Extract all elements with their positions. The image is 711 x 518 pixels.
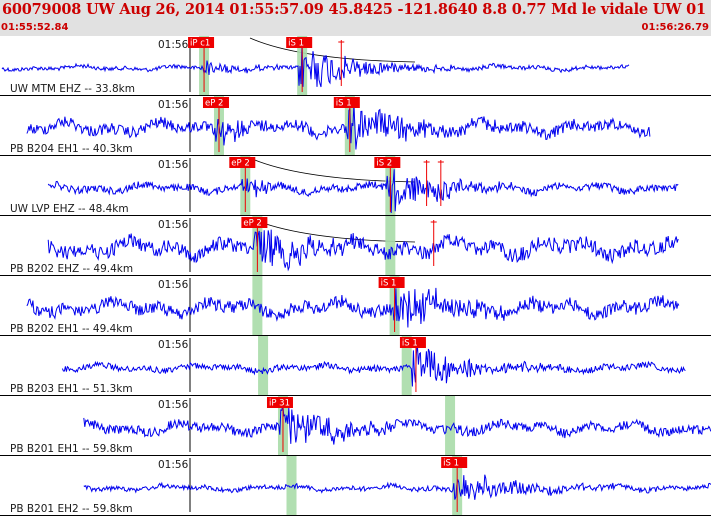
pick-window xyxy=(286,456,297,515)
phase-arc xyxy=(249,37,416,63)
pick-label: eP 2 xyxy=(205,99,223,109)
pick-flag[interactable] xyxy=(374,157,401,168)
waveform xyxy=(83,474,711,500)
waveform xyxy=(26,287,680,328)
pick-flag[interactable] xyxy=(441,457,468,468)
trace-row[interactable]: 01:56 iP c1 iS 1 UW MTM EHZ -- 33.8km xyxy=(0,36,711,96)
time-start-label: 01:55:52.84 xyxy=(1,22,69,33)
minute-mark-label: 01:56 xyxy=(158,339,189,351)
pick-flag[interactable] xyxy=(266,397,293,408)
pick-label: iS 1 xyxy=(288,39,304,49)
station-label: PB B201 EH2 -- 59.8km xyxy=(10,503,133,515)
time-end-label: 01:56:26.79 xyxy=(641,22,709,33)
pick-flag[interactable] xyxy=(241,217,268,228)
waveform xyxy=(83,404,711,445)
minute-mark-label: 01:56 xyxy=(158,279,189,291)
event-title: 60079008 UW Aug 26, 2014 01:55:57.09 45.… xyxy=(2,1,711,18)
pick-label: iP 31 xyxy=(269,399,290,409)
pick-flag[interactable] xyxy=(399,337,426,348)
pick-flag[interactable] xyxy=(333,97,360,108)
waveform xyxy=(61,344,686,387)
station-label: UW MTM EHZ -- 33.8km xyxy=(10,83,135,95)
station-label: PB B201 EH1 -- 59.8km xyxy=(10,443,133,455)
station-label: UW LVP EHZ -- 48.4km xyxy=(10,203,129,215)
minute-mark-label: 01:56 xyxy=(158,219,189,231)
pick-label: eP 2 xyxy=(231,159,249,169)
trace-row[interactable]: 01:56 eP 2 PB B202 EHZ -- 49.4km xyxy=(0,216,711,276)
pick-flag[interactable] xyxy=(202,97,229,108)
event-header: 60079008 UW Aug 26, 2014 01:55:57.09 45.… xyxy=(0,0,711,36)
pick-window xyxy=(258,336,269,395)
trace-row[interactable]: 01:56 iP 31 PB B201 EH1 -- 59.8km xyxy=(0,396,711,456)
waveform xyxy=(47,229,679,272)
pick-flag[interactable] xyxy=(378,277,405,288)
waveform xyxy=(26,104,651,150)
minute-mark-label: 01:56 xyxy=(158,99,189,111)
trace-row[interactable]: 01:56 eP 2 iS 2 UW LVP EHZ -- 48.4km xyxy=(0,156,711,216)
trace-row[interactable]: 01:56 iS 1 PB B202 EH1 -- 49.4km xyxy=(0,276,711,336)
minute-mark-label: 01:56 xyxy=(158,399,189,411)
pick-label: iS 1 xyxy=(381,279,397,289)
minute-mark-label: 01:56 xyxy=(158,39,189,51)
pick-window xyxy=(445,396,456,455)
pick-flag[interactable] xyxy=(188,37,215,48)
trace-row[interactable]: 01:56 iS 1 PB B203 EH1 -- 51.3km xyxy=(0,336,711,396)
pick-flag[interactable] xyxy=(286,37,313,48)
station-label: PB B202 EHZ -- 49.4km xyxy=(10,263,133,275)
waveform xyxy=(47,169,679,214)
pick-label: eP 2 xyxy=(243,219,261,229)
pick-label: iS 1 xyxy=(336,99,352,109)
pick-flag[interactable] xyxy=(229,157,256,168)
station-label: PB B204 EH1 -- 40.3km xyxy=(10,143,133,155)
pick-label: iS 1 xyxy=(402,339,418,349)
pick-label: iS 2 xyxy=(376,159,392,169)
trace-row[interactable]: 01:56 eP 2 iS 1 PB B204 EH1 -- 40.3km xyxy=(0,96,711,156)
station-label: PB B202 EH1 -- 49.4km xyxy=(10,323,133,335)
pick-label: iP c1 xyxy=(190,39,210,49)
waveform xyxy=(1,42,630,88)
minute-mark-label: 01:56 xyxy=(158,159,189,171)
minute-mark-label: 01:56 xyxy=(158,459,189,471)
trace-row[interactable]: 01:56 iS 1 PB B201 EH2 -- 59.8km xyxy=(0,456,711,516)
pick-window xyxy=(385,216,396,275)
pick-label: iS 1 xyxy=(443,459,459,469)
station-label: PB B203 EH1 -- 51.3km xyxy=(10,383,133,395)
